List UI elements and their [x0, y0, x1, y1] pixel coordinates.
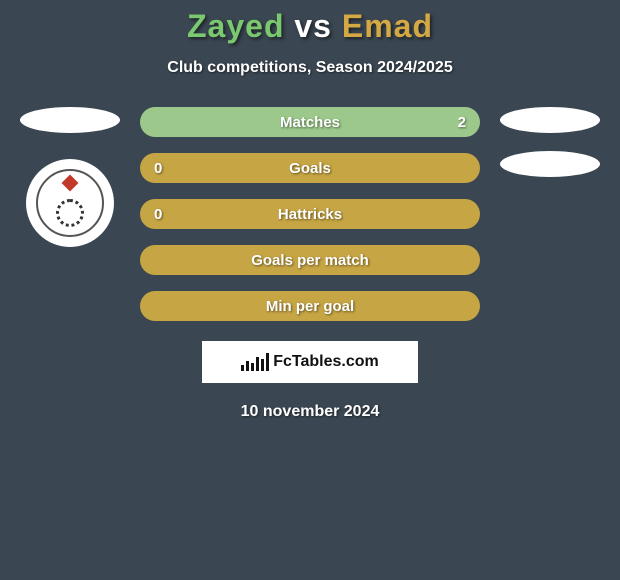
date-text: 10 november 2024	[0, 403, 620, 421]
stat-label: Goals per match	[251, 252, 369, 269]
badge-diamond-icon	[62, 175, 79, 192]
brand-text: FcTables.com	[273, 353, 379, 371]
subtitle: Club competitions, Season 2024/2025	[0, 59, 620, 77]
right-column	[490, 107, 610, 177]
left-column	[10, 107, 130, 247]
stat-pill: Goals 0	[140, 153, 480, 183]
stat-pill: Matches 2	[140, 107, 480, 137]
brand-chart-icon	[241, 353, 269, 371]
right-oval-2	[500, 151, 600, 177]
stats-column: Matches 2 Goals 0 Hattricks 0 Goals per match M…	[130, 107, 490, 321]
brand-box: FcTables.com	[202, 341, 418, 383]
stat-value-left: 0	[154, 206, 162, 223]
title-player1: Zayed	[187, 8, 284, 44]
stat-pill: Goals per match	[140, 245, 480, 275]
badge-inner	[36, 169, 104, 237]
page-title: Zayed vs Emad	[0, 0, 620, 45]
right-oval-1	[500, 107, 600, 133]
stat-label: Goals	[289, 160, 331, 177]
stat-label: Min per goal	[266, 298, 354, 315]
stat-pill: Hattricks 0	[140, 199, 480, 229]
stat-label: Hattricks	[278, 206, 342, 223]
content-row: Matches 2 Goals 0 Hattricks 0 Goals per match M…	[0, 107, 620, 321]
stat-label: Matches	[280, 114, 340, 131]
title-player2: Emad	[342, 8, 433, 44]
title-vs: vs	[294, 8, 332, 44]
stat-pill: Min per goal	[140, 291, 480, 321]
club-badge	[26, 159, 114, 247]
left-oval	[20, 107, 120, 133]
stat-value-left: 0	[154, 160, 162, 177]
badge-gear-icon	[56, 199, 84, 227]
stat-value-right: 2	[458, 114, 466, 131]
